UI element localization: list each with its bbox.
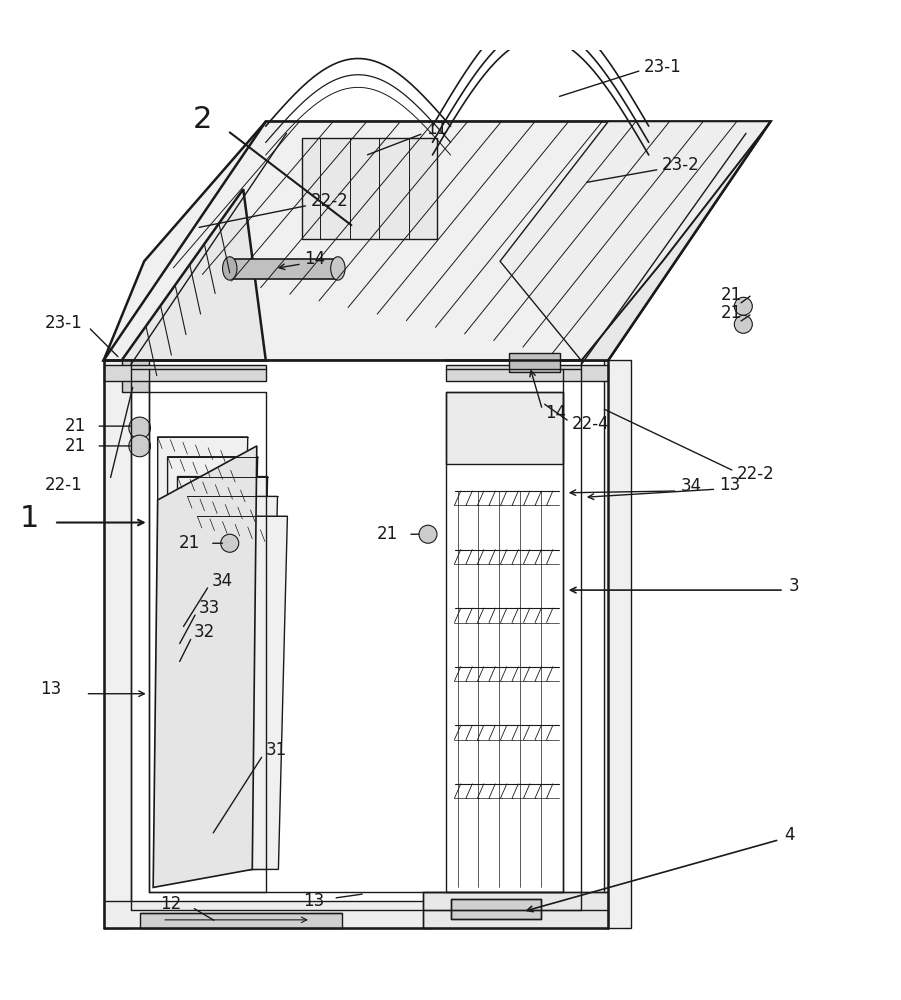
Circle shape [221,534,239,552]
Polygon shape [446,365,608,381]
Text: 21: 21 [721,304,742,322]
Polygon shape [122,189,266,360]
Circle shape [734,297,752,315]
Text: 22-2: 22-2 [737,465,775,483]
Polygon shape [450,899,541,919]
Text: 1: 1 [20,504,40,533]
Polygon shape [104,122,770,360]
Text: 21: 21 [721,286,742,304]
Polygon shape [140,913,342,928]
Polygon shape [302,138,437,239]
Ellipse shape [223,257,237,280]
Polygon shape [122,360,149,392]
Text: 31: 31 [266,741,287,759]
Text: 14: 14 [545,404,566,422]
Polygon shape [168,457,258,869]
Text: 13: 13 [719,476,741,494]
Polygon shape [187,496,278,869]
Polygon shape [153,446,257,887]
Text: 12: 12 [160,895,182,913]
Text: 21: 21 [65,437,86,455]
Polygon shape [509,353,560,372]
Circle shape [129,417,150,439]
Text: 23-2: 23-2 [662,156,700,174]
Text: 21: 21 [377,525,398,543]
Polygon shape [104,901,432,928]
Polygon shape [500,122,770,360]
Text: 21: 21 [178,534,200,552]
Text: 34: 34 [212,572,232,590]
Text: 32: 32 [194,623,215,641]
Polygon shape [104,122,770,360]
Text: 13: 13 [303,892,324,910]
Text: 23-1: 23-1 [45,314,83,332]
Circle shape [734,315,752,333]
Text: 23-1: 23-1 [644,58,682,76]
Text: 33: 33 [198,599,220,617]
Polygon shape [446,392,563,464]
Polygon shape [104,360,131,928]
Polygon shape [604,360,631,928]
Text: 3: 3 [788,577,799,595]
Polygon shape [177,477,268,869]
Circle shape [129,435,150,457]
Text: 22-1: 22-1 [45,476,83,494]
Polygon shape [197,516,287,869]
Text: 34: 34 [680,477,701,495]
Circle shape [419,525,437,543]
Polygon shape [104,122,284,360]
Polygon shape [131,135,743,360]
Polygon shape [423,892,608,928]
Text: 14: 14 [305,250,325,268]
Text: 22-4: 22-4 [572,415,610,433]
Text: 13: 13 [40,680,61,698]
Polygon shape [104,365,266,381]
Polygon shape [158,437,248,869]
Text: 2: 2 [193,105,213,134]
Text: 11: 11 [426,120,448,138]
Text: 21: 21 [65,417,86,435]
Ellipse shape [331,257,345,280]
Polygon shape [230,259,338,279]
Text: 22-2: 22-2 [311,192,349,210]
Polygon shape [581,122,770,360]
Text: 4: 4 [784,826,795,844]
